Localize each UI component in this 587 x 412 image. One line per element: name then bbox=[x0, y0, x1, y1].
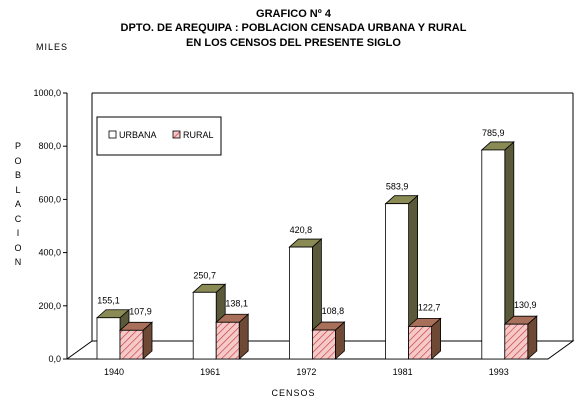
bar-face bbox=[192, 291, 217, 360]
bar-face bbox=[288, 246, 313, 360]
x-tick-label: 1940 bbox=[104, 367, 124, 377]
y-axis-label-letter: A bbox=[14, 199, 21, 209]
y-axis-label-letter: I bbox=[16, 228, 20, 238]
data-label-urbana: 785,9 bbox=[482, 128, 505, 138]
y-tick-label: 0,0 bbox=[48, 354, 61, 364]
chart-title-line-3: EN LOS CENSOS DEL PRESENTE SIGLO bbox=[186, 37, 401, 49]
y-axis: 0,0 200,0 400,0 600,0 800,0 1000,0 bbox=[33, 88, 67, 364]
chart-title-line-1: GRAFICO Nº 4 bbox=[256, 8, 331, 20]
chart-title-line-2: DPTO. DE AREQUIPA : POBLACION CENSADA UR… bbox=[120, 22, 467, 34]
data-label-rural: 107,9 bbox=[129, 306, 152, 316]
legend-label-rural: RURAL bbox=[183, 130, 214, 140]
legend-box bbox=[96, 116, 222, 156]
data-label-urbana: 420,8 bbox=[290, 225, 313, 235]
bar-face bbox=[408, 325, 433, 360]
x-tick-label: 1961 bbox=[200, 367, 220, 377]
y-tick-label: 1000,0 bbox=[33, 88, 61, 98]
data-label-rural: 108,8 bbox=[322, 306, 345, 316]
x-axis: 1940 1961 1972 1981 1993 bbox=[104, 367, 509, 377]
data-label-urbana: 250,7 bbox=[193, 270, 216, 280]
bar-face bbox=[215, 321, 240, 360]
y-tick-label: 600,0 bbox=[38, 194, 61, 204]
y-tick-label: 200,0 bbox=[38, 301, 61, 311]
bar-face bbox=[119, 329, 144, 360]
bar-face bbox=[504, 323, 529, 360]
y-axis-label-letter: N bbox=[14, 257, 22, 267]
y-tick-label: 400,0 bbox=[38, 248, 61, 258]
bar-rural bbox=[311, 321, 346, 360]
units-label: MILES bbox=[36, 42, 69, 52]
bar-face bbox=[385, 203, 410, 360]
bar-rural bbox=[407, 317, 442, 360]
y-axis-label-letter: C bbox=[14, 213, 22, 224]
bar-face bbox=[481, 149, 506, 360]
y-tick-label: 800,0 bbox=[38, 141, 61, 151]
legend: URBANA RURAL bbox=[96, 116, 222, 156]
legend-swatch-rural bbox=[172, 130, 181, 139]
x-axis-label: CENSOS bbox=[271, 388, 316, 398]
x-tick-label: 1993 bbox=[489, 367, 509, 377]
bar-face bbox=[96, 317, 121, 360]
y-axis-label-letter: O bbox=[14, 155, 22, 166]
bar-urbana bbox=[480, 141, 515, 360]
legend-label-urbana: URBANA bbox=[119, 130, 157, 140]
data-label-rural: 130,9 bbox=[514, 300, 537, 310]
bar-rural bbox=[503, 315, 538, 360]
x-tick-label: 1972 bbox=[296, 367, 316, 377]
y-axis-label-letter: P bbox=[14, 141, 21, 151]
data-label-rural: 122,7 bbox=[418, 302, 441, 312]
bar-face bbox=[311, 329, 336, 360]
data-label-urbana: 155,1 bbox=[97, 296, 120, 306]
data-label-urbana: 583,9 bbox=[386, 182, 409, 192]
y-axis-label-letter: L bbox=[15, 184, 21, 195]
legend-swatch-urbana bbox=[108, 130, 117, 139]
data-label-rural: 138,1 bbox=[225, 298, 248, 308]
bar-rural bbox=[118, 321, 154, 360]
bar-rural bbox=[215, 313, 250, 360]
y-axis-label-letter: O bbox=[14, 242, 22, 253]
x-tick-label: 1981 bbox=[393, 367, 413, 377]
bar-series: 155,1 107,9 250,7 138,1 420,8 108,8 583,9 122,7… bbox=[95, 128, 538, 360]
y-axis-label-letter: B bbox=[14, 170, 21, 180]
